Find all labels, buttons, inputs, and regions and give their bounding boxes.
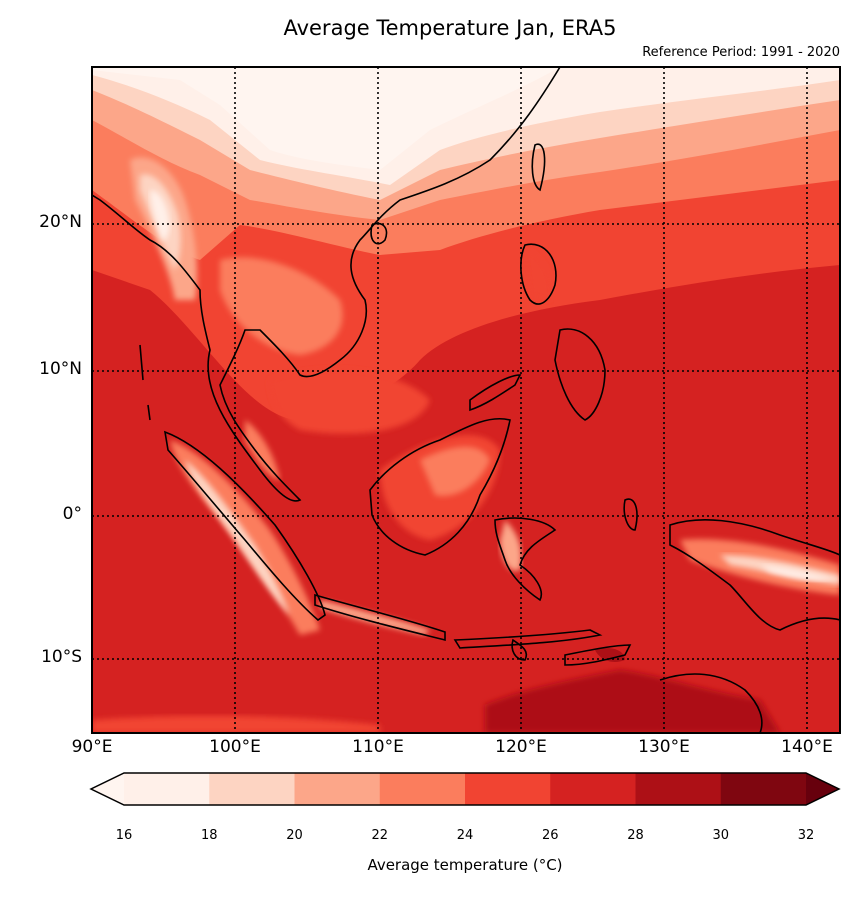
- temp-band-under-16: [92, 67, 560, 170]
- lon-tick-130e: 130°E: [638, 737, 690, 757]
- colorbar-bin: [294, 773, 381, 805]
- colorbar-outline: [89, 772, 841, 806]
- colorbar-bin: [550, 773, 636, 805]
- lon-tick-100e: 100°E: [209, 737, 261, 757]
- colorbar-bin: [209, 773, 295, 805]
- colorbar-bin: [465, 773, 551, 805]
- map-subtitle: Reference Period: 1991 - 2020: [642, 45, 840, 60]
- lon-tick-110e: 110°E: [352, 737, 404, 757]
- lat-tick-0: 0°: [62, 504, 82, 524]
- lat-tick-20n: 20°N: [39, 212, 82, 232]
- colorbar-label: Average temperature (°C): [367, 856, 563, 874]
- colorbar-tick-label: 22: [371, 828, 389, 843]
- colorbar-bin: [379, 773, 466, 805]
- colorbar-tick-label: 18: [200, 828, 218, 843]
- colorbar-tick-label: 20: [286, 828, 303, 843]
- lat-tick-10n: 10°N: [39, 359, 82, 379]
- colorbar-bin: [635, 773, 722, 805]
- colorbar-bin: [124, 773, 210, 805]
- colorbar-tick-label: 24: [456, 828, 474, 843]
- colorbar-bin: [720, 773, 807, 805]
- colorbar-over-extend: [806, 773, 839, 805]
- lon-tick-140e: 140°E: [781, 737, 833, 757]
- colorbar-tick-label: 30: [712, 828, 730, 843]
- colorbar-tick-label: 26: [541, 828, 559, 843]
- coastlines: [92, 67, 840, 733]
- colorbar: [89, 772, 841, 806]
- lat-tick-10s: 10°S: [41, 647, 82, 667]
- colorbar-tick-label: 28: [627, 828, 644, 843]
- colorbar-tick-label: 16: [115, 828, 133, 843]
- temp-band-28-30: [485, 670, 780, 733]
- lon-tick-120e: 120°E: [495, 737, 547, 757]
- colorbar-tick-label: 32: [797, 828, 815, 843]
- graticule: [92, 67, 840, 733]
- colorbar-under-extend: [91, 773, 124, 805]
- map-title: Average Temperature Jan, ERA5: [283, 16, 617, 40]
- map-frame: [91, 66, 841, 734]
- lon-tick-90e: 90°E: [71, 737, 113, 757]
